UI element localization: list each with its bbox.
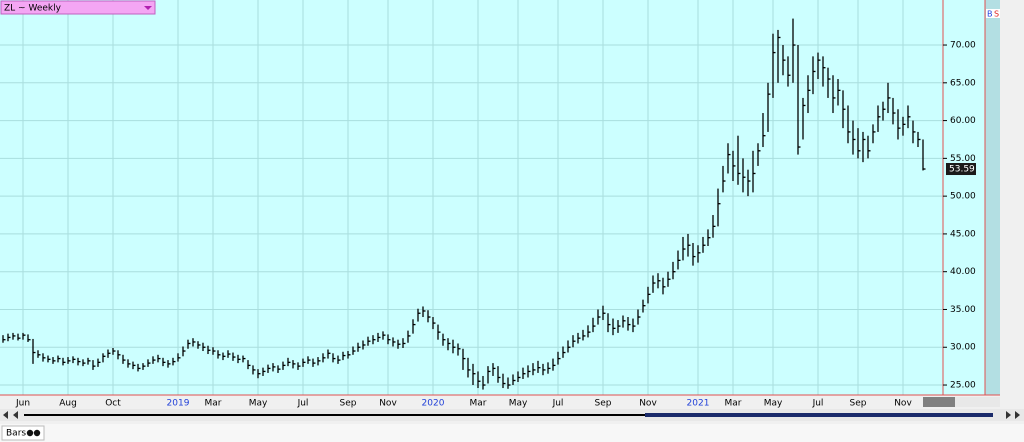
y-tick-label: 65.00 [950, 78, 976, 88]
x-tick-label: Jun [15, 399, 30, 409]
x-axis: Jun Aug Oct 2019 Mar May Jul Sep Nov 2020 Mar May Ju… [15, 399, 912, 409]
chart-title: ZL ~ Weekly [4, 4, 62, 14]
x-tick-label: Oct [105, 399, 121, 409]
x-tick-label: Sep [850, 399, 867, 409]
x-tick-label: Nov [639, 399, 657, 409]
y-tick-label: 40.00 [950, 267, 976, 277]
status-tab[interactable] [1, 425, 45, 441]
x-tick-label: May [509, 399, 528, 409]
x-tick-label: Sep [340, 399, 357, 409]
title-box[interactable] [0, 0, 156, 15]
x-tick-label: Sep [595, 399, 612, 409]
y-tick-label: 50.00 [950, 192, 976, 202]
sell-label: S [994, 10, 999, 19]
y-tick-label: 25.00 [950, 381, 976, 391]
status-icon [33, 429, 41, 437]
x-tick-label: 2019 [167, 399, 190, 409]
buy-label: B [987, 10, 993, 19]
status-label: Bars [6, 429, 26, 439]
x-tick-label: May [249, 399, 268, 409]
x-tick-label: Mar [725, 399, 742, 409]
dropdown-arrow[interactable] [144, 6, 152, 10]
buy-button[interactable] [986, 9, 993, 18]
x-tick-label: Mar [205, 399, 222, 409]
y-tick-label: 30.00 [950, 343, 976, 353]
sell-button[interactable] [993, 9, 1000, 18]
x-tick-label: Mar [470, 399, 487, 409]
status-icon [26, 429, 34, 437]
x-tick-label: 2020 [422, 399, 445, 409]
last-price-label: 53.59 [949, 165, 975, 175]
x-tick-label: Jul [812, 399, 824, 409]
grid [0, 0, 943, 395]
scroll-right[interactable] [1006, 411, 1011, 419]
scroll-left-fast[interactable] [13, 411, 18, 419]
status-bar [0, 424, 1024, 442]
time-box [923, 397, 955, 407]
scroll-right-fast[interactable] [1015, 411, 1020, 419]
x-tick-label: Nov [379, 399, 397, 409]
y-tick-label: 70.00 [950, 41, 976, 51]
x-tick-label: Nov [894, 399, 912, 409]
bars [2, 18, 926, 390]
last-price-box [946, 163, 976, 176]
side-strip [985, 0, 1000, 395]
zoom-buttons[interactable] [955, 397, 1000, 407]
y-tick-label: 45.00 [950, 229, 976, 239]
x-tick-label: May [764, 399, 783, 409]
x-tick-label: Jul [297, 399, 309, 409]
x-tick-label: 2021 [687, 399, 710, 409]
scroll-thumb[interactable] [645, 413, 993, 417]
x-tick-label: Jul [552, 399, 564, 409]
y-tick-label: 55.00 [950, 154, 976, 164]
y-axis: 25.00 30.00 35.00 40.00 45.00 50.00 55.00 60.00… [943, 41, 976, 391]
y-tick-label: 35.00 [950, 305, 976, 315]
scroll-left[interactable] [3, 411, 8, 419]
plot-area [0, 0, 985, 395]
y-tick-label: 60.00 [950, 116, 976, 126]
x-tick-label: Aug [59, 399, 77, 409]
